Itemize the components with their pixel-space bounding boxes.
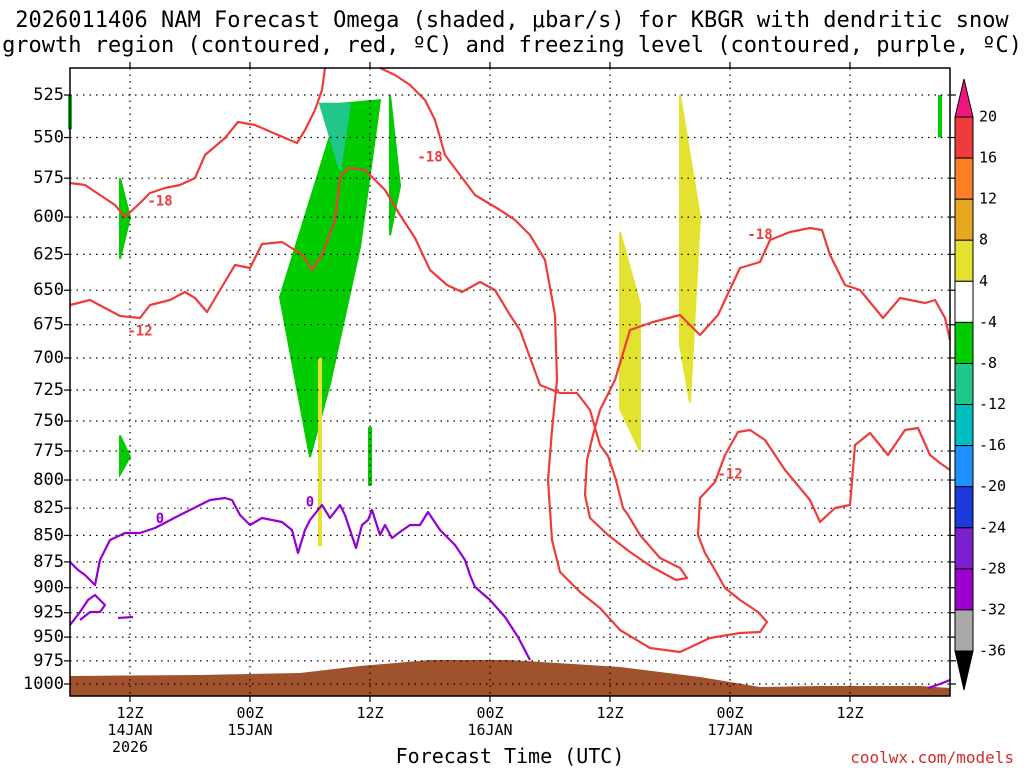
colorbar-swatch [954,486,974,529]
colorbar-swatch [954,116,974,159]
y-tick-label: 950 [33,627,64,647]
contour-label: -18 [147,194,172,210]
colorbar-swatch [954,157,974,200]
contour-label: -18 [417,149,442,165]
freezing-level-contour-line [69,496,531,661]
colorbar-swatch [954,527,974,570]
colorbar-label: -16 [979,436,1006,454]
grid-lines [70,68,950,696]
y-tick-label: 875 [33,552,64,572]
x-tick-label: 2026 [112,738,148,756]
terrain-layer [70,660,950,696]
y-tick-label: 1000 [23,674,64,694]
colorbar-label: 8 [979,231,988,249]
colorbar-swatch [954,321,974,364]
y-tick-label: 850 [33,525,64,545]
y-axis-ticks: 525 550 575 600 625 650 675 700 725 750 775 800 825 8… [23,85,956,694]
dendritic-contour-line [69,67,327,219]
contour-label: 0 [156,511,164,527]
colorbar-bottom-arrow [954,650,974,691]
omega-region [119,177,132,260]
x-tick-label: 12Z [116,704,143,722]
colorbar-label: 20 [979,108,997,126]
x-tick-label: 17JAN [707,721,752,739]
colorbar-swatch [954,363,974,406]
contour-label: -12 [717,466,742,482]
y-tick-label: 700 [33,348,64,368]
y-tick-label: 900 [33,578,64,598]
freezing-level-contours [69,496,951,690]
colorbar-swatch [954,568,974,611]
colorbar-label: -12 [979,395,1006,413]
y-tick-label: 600 [33,207,64,227]
dendritic-contour-line [379,67,951,654]
x-tick-label: 14JAN [107,721,152,739]
omega-region [619,231,641,452]
omega-region [278,99,382,458]
colorbar-swatch [954,280,974,323]
colorbar-label: -36 [979,642,1006,660]
chart-title-line-1: 2026011406 NAM Forecast Omega (shaded, μ… [15,8,1009,33]
colorbar-swatch [954,445,974,488]
x-tick-label: 15JAN [227,721,272,739]
freezing-level-contour-line [69,593,107,626]
colorbar-label: 16 [979,149,997,167]
x-tick-label: 12Z [836,704,863,722]
freezing-level-contour-line [927,678,951,690]
colorbar-swatch [954,198,974,241]
omega-shading [68,94,942,547]
y-tick-label: 675 [33,315,64,335]
x-tick-label: 00Z [476,704,503,722]
colorbar-label: -20 [979,477,1006,495]
y-tick-label: 550 [33,128,64,148]
colorbar-label: -28 [979,559,1006,577]
colorbar-swatch [954,239,974,282]
colorbar-swatch [954,404,974,447]
x-tick-label: 00Z [716,704,743,722]
y-tick-label: 625 [33,244,64,264]
y-tick-label: 750 [33,411,64,431]
x-tick-label: 12Z [596,704,623,722]
colorbar-label: 12 [979,190,997,208]
plot-border [69,67,951,697]
y-tick-label: 925 [33,603,64,623]
terrain-fill [70,660,950,696]
colorbar-swatch [954,609,974,652]
dendritic-contours [69,67,952,654]
colorbar-label: -4 [979,313,997,331]
site-credit[interactable]: coolwx.com/models [850,748,1014,767]
chart-title: 2026011406 NAM Forecast Omega (shaded, μ… [0,8,1024,58]
colorbar-label: 4 [979,272,988,290]
colorbar: 20 16 12 8 4 -4 -8 -12 -16 -20 -24 -28 -32 -36 [954,78,1006,691]
omega-region [389,94,402,236]
y-tick-label: 825 [33,498,64,518]
x-axis-title: Forecast Time (UTC) [395,744,625,768]
colorbar-label: -32 [979,600,1006,618]
plot-frame [69,67,951,697]
contour-label: -12 [127,324,152,340]
y-tick-label: 800 [33,470,64,490]
x-tick-label: 00Z [236,704,263,722]
y-tick-label: 525 [33,85,64,105]
contour-label: 0 [306,495,314,511]
contour-label: -18 [747,227,772,243]
omega-region [679,94,702,403]
y-tick-label: 650 [33,280,64,300]
chart-title-line-2: growth region (contoured, red, ºC) and f… [2,33,1022,58]
colorbar-label: -8 [979,354,997,372]
x-tick-label: 12Z [356,704,383,722]
y-tick-label: 775 [33,441,64,461]
y-tick-label: 725 [33,380,64,400]
freezing-level-contour-line [117,615,134,620]
y-tick-label: 575 [33,168,64,188]
colorbar-label: -24 [979,518,1006,536]
omega-region [119,435,132,479]
y-tick-label: 975 [33,651,64,671]
contour-labels: -18 -12 -18 -18 -12 0 0 [127,149,772,527]
colorbar-top-arrow [954,78,974,118]
x-tick-label: 16JAN [467,721,512,739]
dendritic-contour-line [69,166,952,582]
